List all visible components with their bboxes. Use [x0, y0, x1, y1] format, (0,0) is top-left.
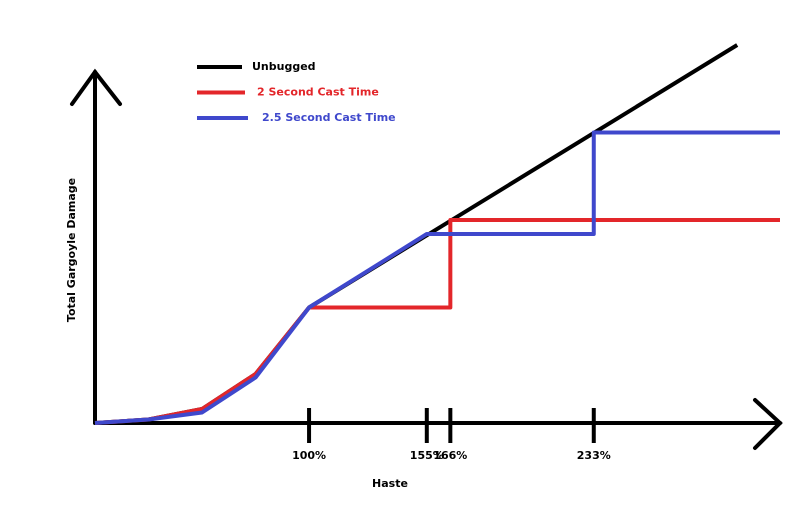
legend-label: 2 Second Cast Time — [257, 86, 379, 99]
x-axis-label: Haste — [372, 477, 408, 490]
x-tick-label: 155% — [410, 449, 444, 462]
series-line — [94, 218, 780, 425]
legend-label: Unbugged — [252, 60, 316, 73]
x-axis-arrow — [753, 398, 783, 450]
series-line — [94, 130, 780, 425]
series-line — [94, 43, 739, 425]
y-axis-arrow — [70, 68, 122, 106]
y-axis-label: Total Gargoyle Damage — [65, 178, 78, 322]
x-tick-label: 100% — [292, 449, 326, 462]
legend-label: 2.5 Second Cast Time — [262, 111, 396, 124]
axes — [70, 68, 783, 450]
x-tick-label: 233% — [577, 449, 611, 462]
x-tick-label: 166% — [433, 449, 467, 462]
